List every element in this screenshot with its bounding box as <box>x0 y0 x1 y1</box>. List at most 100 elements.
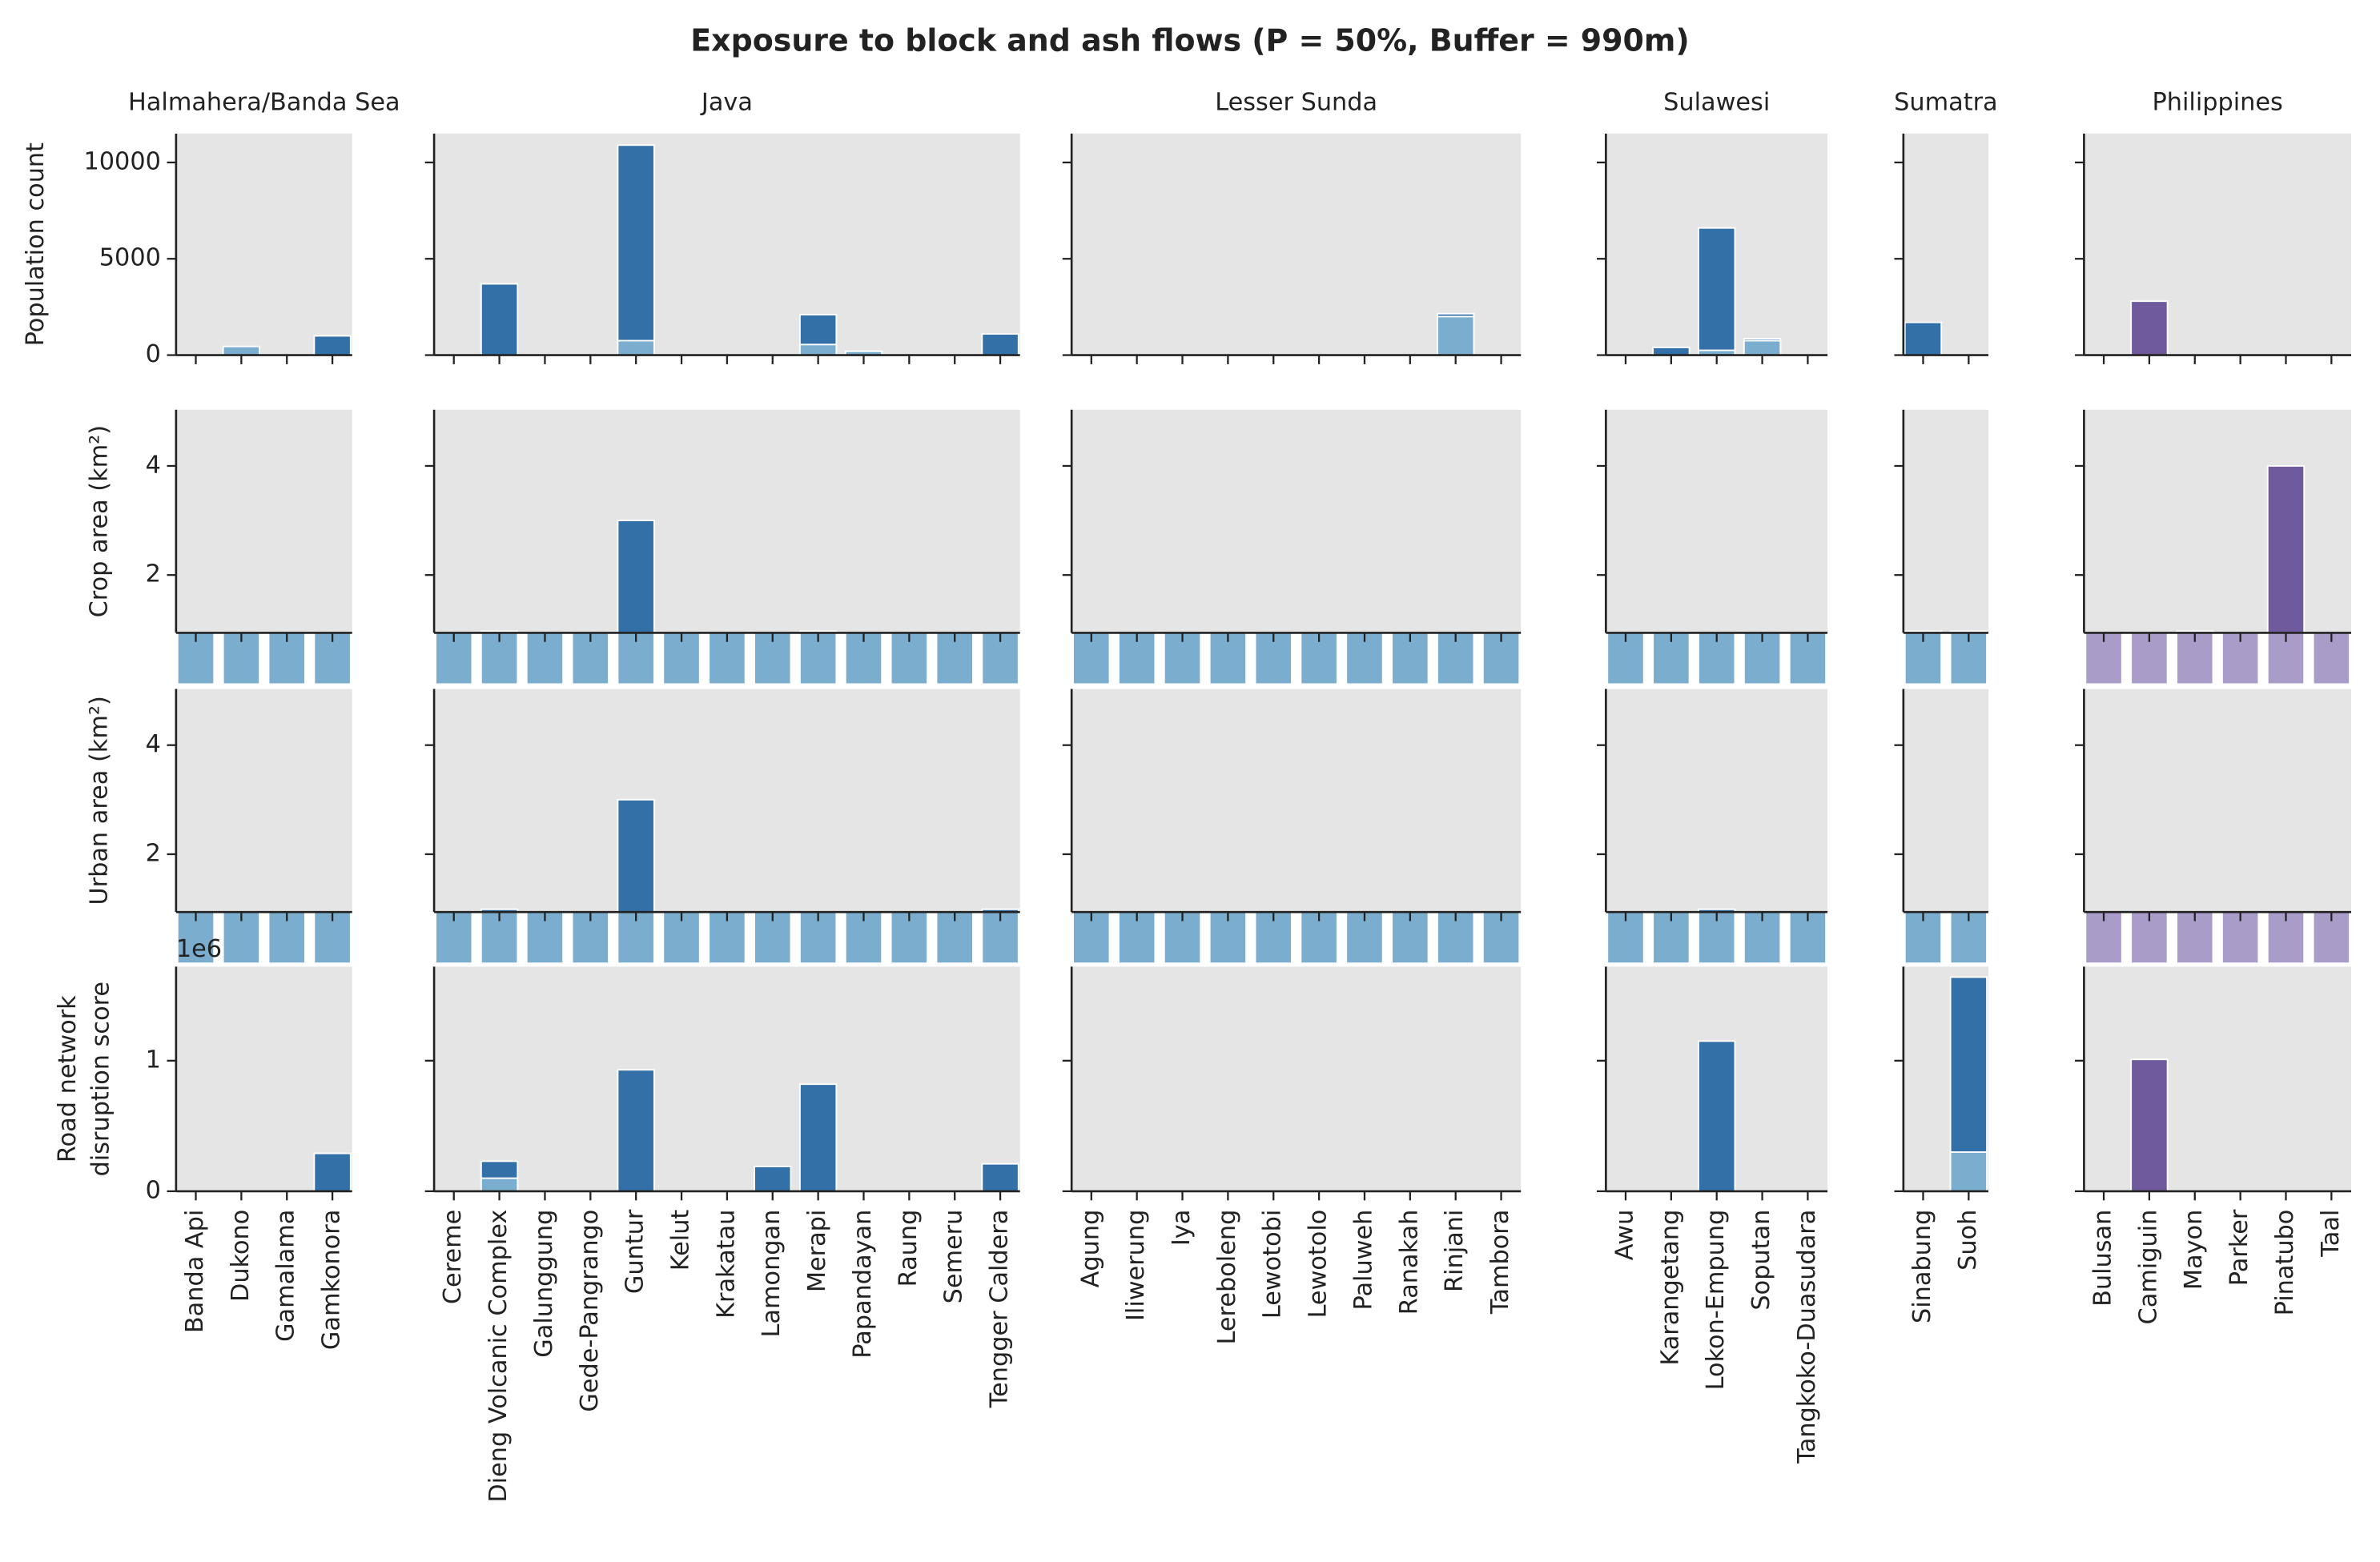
x-tick-label: Gamkonora <box>318 1210 346 1350</box>
bar <box>1698 1040 1736 1192</box>
bar <box>176 911 215 965</box>
bar <box>1743 339 1782 356</box>
x-tick-label: Ranakah <box>1395 1210 1423 1315</box>
y-tick-label: 2 <box>146 839 161 867</box>
chart-title: Exposure to block and ash flows (P = 50%… <box>690 23 1689 58</box>
panel-background <box>175 409 352 633</box>
x-tick-label: Lereboleng <box>1213 1210 1241 1345</box>
panel-background <box>1903 689 1988 913</box>
panel-title: Lesser Sunda <box>1215 88 1377 116</box>
y-tick-label: 4 <box>146 451 161 479</box>
bar <box>798 343 838 356</box>
panel-background <box>175 133 352 355</box>
panel-background <box>434 133 1020 355</box>
x-tick-label: Iliwerung <box>1122 1210 1150 1321</box>
panel-title: Sulawesi <box>1663 88 1770 116</box>
x-tick-label: Dieng Volcanic Complex <box>484 1210 513 1503</box>
panel-background <box>1903 133 1988 355</box>
x-tick-label: Tambora <box>1486 1210 1514 1315</box>
panel-background <box>434 689 1020 913</box>
bar <box>617 1069 655 1192</box>
bar <box>1117 911 1156 965</box>
panel-title: Philippines <box>2153 88 2283 116</box>
y-tick-label: 1 <box>146 1046 161 1074</box>
panel-title: Sumatra <box>1894 88 1997 116</box>
x-tick-label: Taal <box>2317 1210 2345 1258</box>
x-tick-label: Papandayan <box>849 1210 877 1359</box>
x-tick-label: Krakatau <box>712 1210 740 1319</box>
bar <box>1437 315 1475 356</box>
y-tick-label: 0 <box>146 1176 161 1204</box>
x-tick-label: Iya <box>1168 1210 1196 1246</box>
bar <box>267 911 306 965</box>
panel-background <box>2084 689 2351 913</box>
x-tick-label: Guntur <box>621 1209 649 1294</box>
bar <box>2130 300 2169 356</box>
bar <box>1698 227 1736 356</box>
x-tick-label: Raung <box>895 1210 923 1287</box>
y-axis-label: Urban area (km²) <box>86 696 114 905</box>
x-tick-label: Lokon-Empung <box>1702 1210 1730 1391</box>
x-tick-label: Cereme <box>439 1210 467 1304</box>
panel-background <box>1071 966 1522 1191</box>
x-tick-label: Sinabung <box>1908 1210 1936 1323</box>
bar <box>981 333 1019 356</box>
x-tick-label: Bulusan <box>2089 1210 2117 1307</box>
axis-offset-label: 1e6 <box>176 935 222 963</box>
bar <box>222 345 261 356</box>
x-tick-label: Paluweh <box>1349 1210 1377 1311</box>
y-tick-label: 4 <box>146 730 161 758</box>
x-tick-label: Gede-Pangrango <box>576 1210 604 1412</box>
x-tick-label: Tangkoko-Duasudara <box>1793 1210 1821 1464</box>
bar <box>2130 1058 2169 1192</box>
x-tick-label: Soputan <box>1747 1210 1775 1311</box>
x-tick-label: Gamalama <box>272 1210 300 1342</box>
x-tick-label: Lamongan <box>758 1210 786 1338</box>
y-axis-label: Crop area (km²) <box>86 425 114 618</box>
x-tick-label: Rinjani <box>1441 1210 1469 1292</box>
panel-background <box>1903 409 1988 633</box>
bar <box>1949 1151 1988 1192</box>
panel-background <box>1606 689 1828 913</box>
panel-background <box>1071 689 1522 913</box>
bar <box>617 798 655 914</box>
bar <box>2085 632 2123 685</box>
panel-background <box>2084 966 2351 1191</box>
x-tick-label: Dukono <box>227 1210 255 1302</box>
x-tick-label: Camiguin <box>2134 1210 2162 1325</box>
bar <box>313 335 352 356</box>
bar <box>480 283 519 356</box>
y-axis-label: disruption score <box>86 982 115 1177</box>
panel-background <box>2084 409 2351 633</box>
y-axis-label: Road network <box>54 995 82 1162</box>
bar <box>617 144 655 356</box>
x-tick-label: Banda Api <box>181 1210 209 1333</box>
bar <box>1904 321 1943 356</box>
bar <box>1904 632 1943 685</box>
bar <box>981 1162 1019 1192</box>
bar <box>313 1152 352 1192</box>
bar <box>708 911 746 965</box>
panel-background <box>175 689 352 913</box>
panel-background <box>2084 133 2351 355</box>
bar <box>480 1177 519 1192</box>
panel-background <box>434 966 1020 1191</box>
y-tick-label: 5000 <box>99 244 161 272</box>
bar <box>1437 911 1475 965</box>
x-tick-label: Semeru <box>940 1210 968 1304</box>
x-tick-label: Mayon <box>2180 1210 2208 1290</box>
bar <box>798 1083 838 1192</box>
x-tick-label: Karangetang <box>1656 1210 1684 1366</box>
x-tick-label: Merapi <box>803 1210 831 1293</box>
x-tick-label: Agung <box>1076 1210 1104 1288</box>
bar <box>2266 465 2306 634</box>
x-tick-label: Suoh <box>1954 1210 1982 1271</box>
x-tick-label: Parker <box>2225 1209 2253 1286</box>
x-tick-label: Lewotolo <box>1305 1210 1333 1319</box>
panel-background <box>434 409 1020 633</box>
bar <box>617 520 655 634</box>
panel-background <box>1071 409 1522 633</box>
x-tick-label: Pinatubo <box>2271 1210 2299 1316</box>
